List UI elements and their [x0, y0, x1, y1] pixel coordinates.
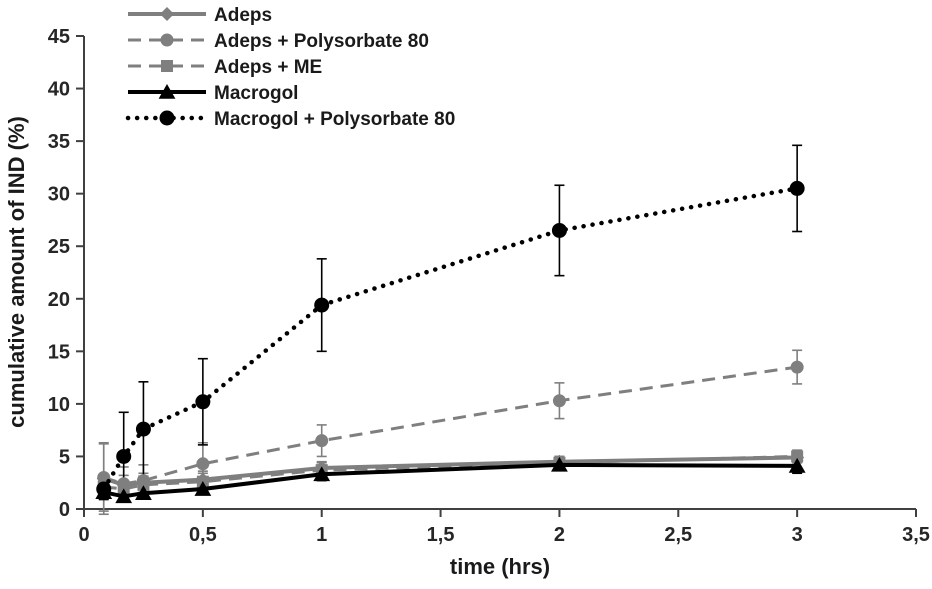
x-tick-label: 1,5	[427, 524, 455, 546]
x-tick-label: 2	[554, 524, 565, 546]
x-tick-label: 3	[792, 524, 803, 546]
data-point-marker	[137, 478, 150, 491]
data-point-marker	[135, 421, 151, 437]
legend: Adeps Adeps + Polysorbate 80 Adeps + ME Mac…	[125, 5, 455, 130]
x-axis-title: time (hrs)	[450, 554, 550, 579]
x-tick-label: 2,5	[664, 524, 692, 546]
x-tick-label: 3,5	[902, 524, 930, 546]
data-point-marker	[196, 457, 210, 471]
data-point-marker	[116, 448, 132, 464]
legend-item-2: Adeps + ME	[128, 57, 322, 78]
legend-marker	[158, 84, 176, 99]
legend-item-0: Adeps	[128, 5, 272, 26]
data-point-marker	[790, 360, 804, 374]
x-tick-label: 0	[78, 524, 89, 546]
legend-label: Adeps + ME	[214, 57, 322, 78]
legend-label: Adeps	[214, 5, 272, 26]
legend-label: Macrogol + Polysorbate 80	[214, 109, 455, 130]
y-tick-label: 5	[59, 446, 70, 468]
data-point-marker	[194, 481, 212, 496]
data-point-marker	[195, 394, 211, 410]
legend-marker	[160, 7, 174, 21]
y-tick-label: 40	[48, 79, 70, 101]
data-point-marker	[314, 297, 330, 313]
data-point-marker	[788, 457, 806, 473]
y-tick-label: 20	[48, 289, 70, 311]
y-tick-label: 25	[48, 236, 70, 258]
series-4	[96, 180, 805, 497]
legend-item-1: Adeps + Polysorbate 80	[128, 31, 429, 52]
y-tick-label: 45	[48, 26, 70, 48]
legend-item-4: Macrogol + Polysorbate 80	[125, 109, 455, 130]
legend-marker	[161, 60, 173, 72]
x-tick-label: 0,5	[189, 524, 217, 546]
legend-marker	[160, 33, 174, 47]
data-point-marker	[313, 466, 331, 482]
legend-label: Adeps + Polysorbate 80	[214, 31, 429, 52]
data-point-marker	[315, 434, 329, 448]
y-tick-label: 30	[48, 184, 70, 206]
y-axis-title: cumulative amount of IND (%)	[4, 116, 29, 428]
y-tick-label: 15	[48, 341, 70, 363]
series-line	[101, 186, 800, 492]
data-point-marker	[115, 488, 133, 504]
x-tick-label: 1	[316, 524, 327, 546]
data-point-marker	[135, 485, 152, 501]
data-point-marker	[552, 394, 566, 408]
y-tick-label: 10	[48, 394, 70, 416]
legend-label: Macrogol	[214, 83, 298, 104]
series-3	[95, 456, 806, 504]
y-tick-label: 0	[59, 499, 70, 521]
legend-item-3: Macrogol	[128, 83, 298, 104]
data-point-marker	[96, 481, 112, 497]
data-point-marker	[791, 450, 804, 463]
data-point-marker	[551, 222, 567, 238]
legend-marker	[159, 110, 175, 126]
y-tick-label: 35	[48, 131, 70, 153]
data-point-marker	[551, 456, 568, 472]
data-point-marker	[789, 180, 805, 196]
